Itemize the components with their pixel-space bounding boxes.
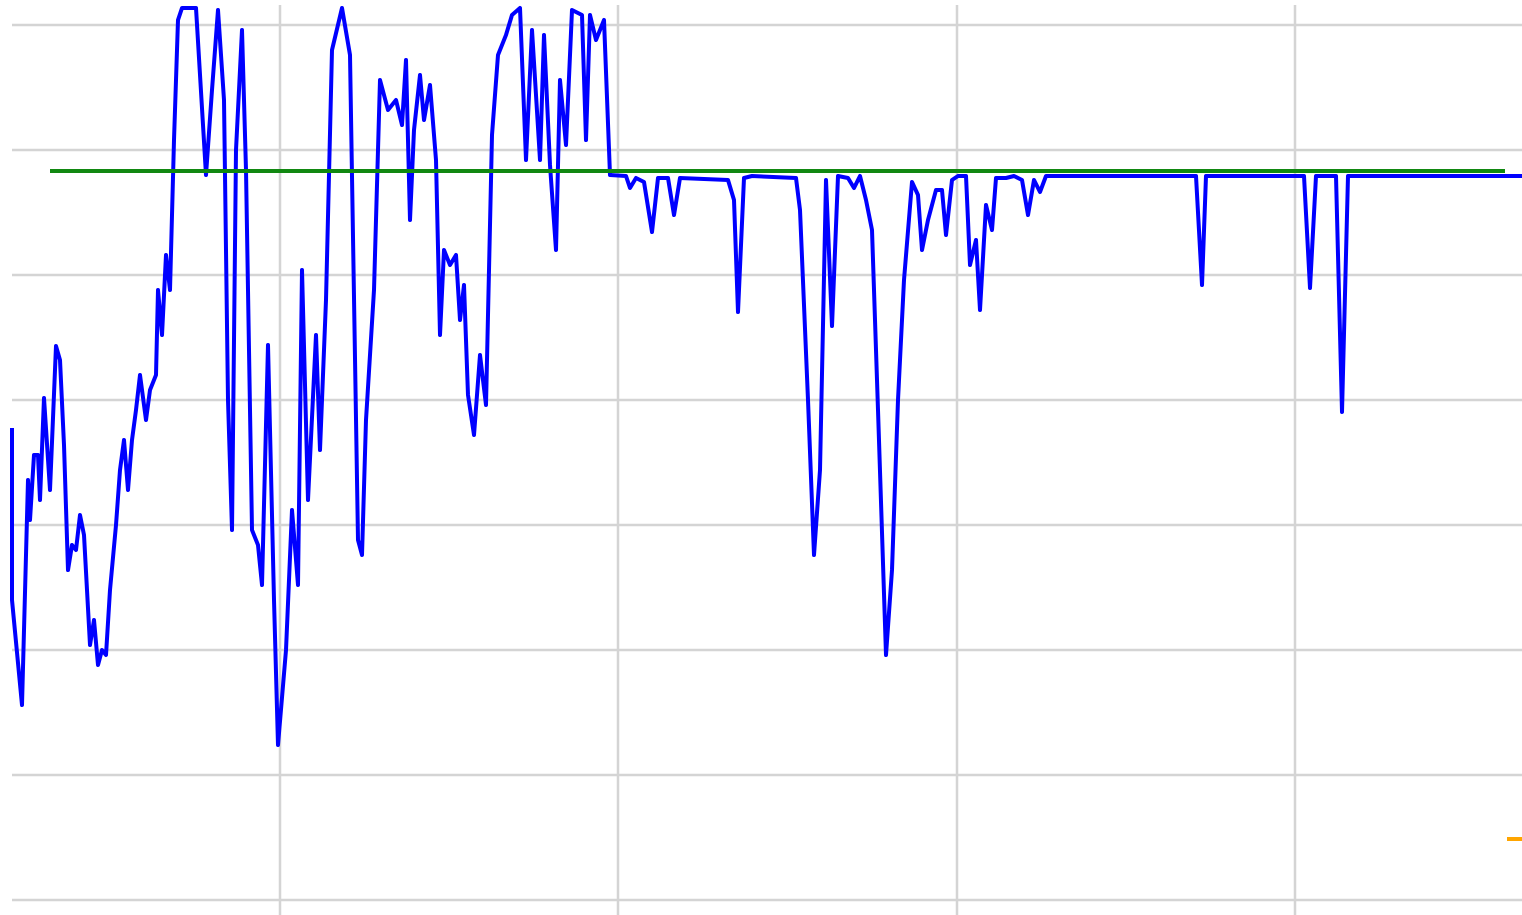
data-line [10,6,1522,747]
